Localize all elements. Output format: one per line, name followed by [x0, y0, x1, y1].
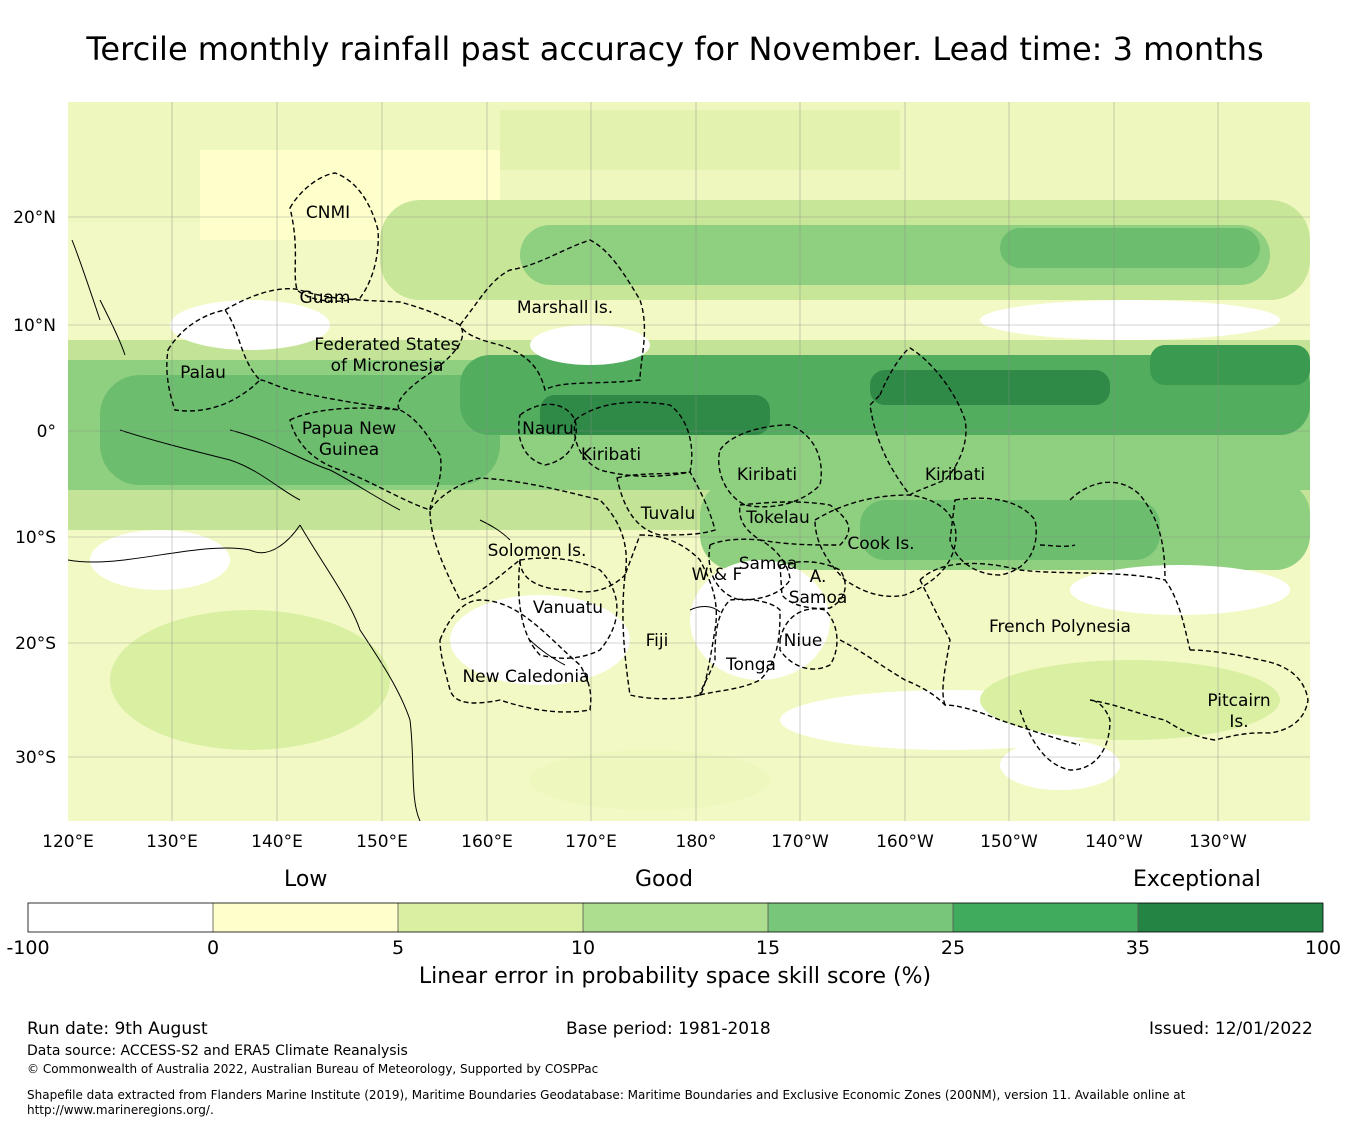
- colorbar-tick: 0: [207, 937, 219, 959]
- run-date: Run date: 9th August: [27, 1019, 208, 1039]
- lon-label: 130°W: [1189, 832, 1247, 852]
- lon-label: 160°E: [461, 832, 513, 852]
- colorbar-swatch: [213, 903, 398, 932]
- colorbar-swatch: [768, 903, 953, 932]
- region-label-pitcairn: Pitcairn Is.: [1207, 691, 1270, 732]
- region-label-guam: Guam: [300, 288, 351, 308]
- lon-label: 150°W: [980, 832, 1038, 852]
- issued-date: Issued: 12/01/2022: [1149, 1019, 1313, 1039]
- data-source: Data source: ACCESS-S2 and ERA5 Climate …: [27, 1043, 408, 1059]
- region-labels: CNMI Guam Marshall Is. Federated States o…: [180, 203, 1271, 732]
- copyright: © Commonwealth of Australia 2022, Austra…: [27, 1062, 599, 1076]
- region-label-palau: Palau: [180, 363, 226, 383]
- colorbar-swatch: [583, 903, 768, 932]
- region-label-png: Papua New Guinea: [302, 419, 396, 460]
- region-label-kiribati-phoenix: Kiribati: [737, 465, 797, 485]
- region-label-tokelau: Tokelau: [745, 508, 810, 528]
- colorbar-tick: 100: [1305, 937, 1341, 959]
- region-label-french-polynesia: French Polynesia: [989, 617, 1131, 637]
- region-label-cnmi: CNMI: [306, 203, 350, 223]
- colorbar-tick: 10: [571, 937, 595, 959]
- lat-label: 20°S: [15, 634, 56, 654]
- lon-label: 170°W: [771, 832, 829, 852]
- region-label-samoa: Samoa: [739, 554, 798, 574]
- colorbar-ticks: -100 0 5 10 15 25 35 100: [6, 937, 1341, 959]
- colorbar-category-low: Low: [284, 867, 328, 892]
- region-label-pitcairn-line2: Is.: [1229, 712, 1248, 732]
- colorbar-axis-label: Linear error in probability space skill …: [418, 964, 932, 989]
- lat-label: 10°S: [15, 528, 56, 548]
- shapefile-credit: Shapefile data extracted from Flanders M…: [27, 1088, 1186, 1117]
- region-label-png-line1: Papua New: [302, 419, 396, 439]
- colorbar-tick: 5: [392, 937, 404, 959]
- colorbar-swatch: [953, 903, 1138, 932]
- lon-label: 140°W: [1085, 832, 1143, 852]
- region-label-new-caledonia: New Caledonia: [462, 667, 589, 687]
- latitude-labels: 20°N 10°N 0° 10°S 20°S 30°S: [13, 208, 56, 768]
- colorbar-tick: 15: [756, 937, 780, 959]
- lon-label: 170°E: [565, 832, 617, 852]
- colorbar-category-good: Good: [635, 867, 693, 892]
- region-label-marshall-islands: Marshall Is.: [517, 298, 613, 318]
- lon-label: 120°E: [42, 832, 94, 852]
- lon-label: 160°W: [876, 832, 934, 852]
- lat-label: 10°N: [13, 316, 56, 336]
- base-period: Base period: 1981-2018: [566, 1019, 771, 1039]
- region-label-kiribati-line: Kiribati: [925, 465, 985, 485]
- region-label-american-samoa-line1: A.: [810, 567, 827, 587]
- region-label-tonga: Tonga: [725, 655, 776, 675]
- region-label-kiribati-gilbert: Kiribati: [581, 445, 641, 465]
- region-label-nauru: Nauru: [522, 419, 574, 439]
- lat-label: 0°: [37, 422, 56, 442]
- region-label-cook-islands: Cook Is.: [847, 534, 914, 554]
- colorbar-tick: 25: [941, 937, 965, 959]
- graticule: [68, 102, 1310, 821]
- region-label-niue: Niue: [784, 631, 823, 651]
- lon-label: 180°: [676, 832, 717, 852]
- region-label-american-samoa: A. Samoa: [789, 567, 848, 608]
- colorbar: [27, 902, 1324, 933]
- region-label-pitcairn-line1: Pitcairn: [1207, 691, 1270, 711]
- region-label-solomon-islands: Solomon Is.: [488, 541, 587, 561]
- map-title: Tercile monthly rainfall past accuracy f…: [86, 30, 1264, 68]
- longitude-labels: 120°E 130°E 140°E 150°E 160°E 170°E 180°…: [42, 832, 1247, 852]
- region-label-american-samoa-line2: Samoa: [789, 588, 848, 608]
- lat-label: 20°N: [13, 208, 56, 228]
- colorbar-tick: 35: [1126, 937, 1150, 959]
- skill-score-field: [68, 102, 1310, 821]
- colorbar-swatch: [398, 903, 583, 932]
- lon-label: 130°E: [146, 832, 198, 852]
- region-label-vanuatu: Vanuatu: [533, 598, 603, 618]
- colorbar-swatch: [1138, 903, 1323, 932]
- region-label-fiji: Fiji: [646, 631, 669, 651]
- lon-label: 150°E: [356, 832, 408, 852]
- colorbar-swatch: [28, 903, 213, 932]
- eez-boundaries: [166, 172, 1309, 771]
- lat-label: 30°S: [15, 748, 56, 768]
- region-label-tuvalu: Tuvalu: [640, 504, 696, 524]
- lon-label: 140°E: [251, 832, 303, 852]
- region-label-micronesia: Federated States of Micronesia: [314, 335, 459, 376]
- region-label-wallis-futuna: W & F: [692, 565, 743, 585]
- region-label-micronesia-line1: Federated States: [314, 335, 459, 355]
- region-label-png-line2: Guinea: [319, 440, 379, 460]
- colorbar-category-exceptional: Exceptional: [1133, 867, 1261, 892]
- region-label-micronesia-line2: of Micronesia: [331, 356, 444, 376]
- colorbar-tick: -100: [6, 937, 49, 959]
